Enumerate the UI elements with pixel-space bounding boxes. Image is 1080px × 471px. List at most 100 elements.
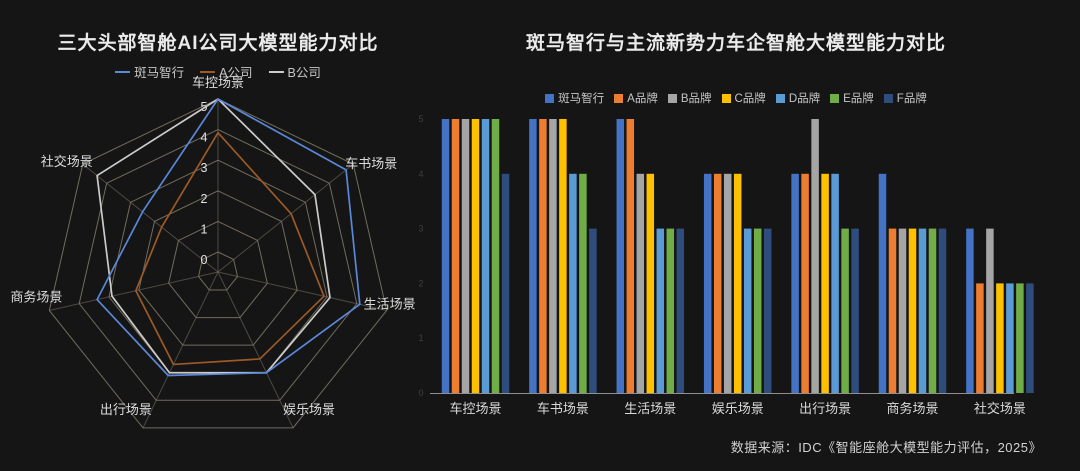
bar-F品牌-商务场景	[938, 228, 947, 393]
bar-斑马智行-商务场景	[878, 173, 887, 393]
radar-ring-label: 3	[201, 161, 208, 175]
legend-item: 斑马智行	[115, 62, 184, 81]
radar-ring	[48, 98, 388, 429]
legend-label: 斑马智行	[134, 66, 185, 80]
radar-axis-label: 车书场景	[345, 156, 397, 171]
radar-ring-label: 5	[201, 100, 208, 114]
bar-斑马智行-娱乐场景	[703, 173, 712, 393]
radar-ring-label: 0	[201, 253, 208, 267]
bar-D品牌-出行场景	[831, 173, 839, 393]
bar-F品牌-车书场景	[589, 228, 597, 393]
legend-label: A品牌	[627, 93, 658, 105]
legend-item: D品牌	[775, 90, 820, 106]
legend-label: F品牌	[896, 93, 927, 105]
legend-swatch	[115, 70, 131, 73]
bar-A品牌-商务场景	[888, 228, 897, 393]
bar-D品牌-车书场景	[569, 173, 577, 393]
bar-C品牌-生活场景	[646, 173, 655, 393]
radar-axis-label: 娱乐场景	[283, 402, 335, 417]
radar-axis-label: 出行场景	[100, 402, 152, 417]
y-tick-label: 2	[418, 278, 423, 288]
bar-category-label: 出行场景	[799, 401, 851, 416]
bar-D品牌-商务场景	[918, 228, 927, 393]
radar-chart-title: 三大头部智舱AI公司大模型能力对比	[57, 33, 379, 54]
bar-A品牌-车书场景	[539, 119, 547, 393]
radar-spoke	[217, 163, 354, 273]
y-tick-label: 0	[418, 388, 423, 398]
bar-E品牌-商务场景	[928, 228, 937, 393]
bar-B品牌-出行场景	[811, 119, 819, 393]
bar-B品牌-生活场景	[636, 173, 645, 393]
bar-category-label: 生活场景	[624, 401, 676, 416]
bar-B品牌-商务场景	[898, 228, 907, 393]
radar-spoke	[49, 271, 219, 311]
radar-ring	[168, 220, 268, 319]
legend-label: A公司	[219, 66, 253, 80]
radar-series-A公司	[135, 131, 325, 366]
bar-C品牌-商务场景	[908, 228, 917, 393]
bar-category-label: 车控场景	[449, 401, 501, 416]
bar-F品牌-生活场景	[676, 228, 685, 393]
y-tick-label: 1	[418, 333, 423, 343]
radar-spoke	[82, 163, 219, 273]
bar-B品牌-社交场景	[986, 228, 994, 393]
y-tick-label: 4	[418, 169, 423, 179]
radar-spoke	[217, 271, 387, 311]
radar-ring-label: 2	[201, 192, 208, 206]
radar-series-斑马智行	[96, 98, 361, 377]
radar-axis-label: 生活场景	[364, 296, 416, 311]
bar-B品牌-车控场景	[461, 119, 470, 393]
bar-F品牌-车控场景	[501, 173, 510, 393]
bar-D品牌-娱乐场景	[743, 228, 752, 393]
y-tick-label: 5	[418, 114, 423, 124]
bar-A品牌-生活场景	[626, 119, 635, 393]
legend-swatch	[614, 93, 624, 103]
bar-E品牌-生活场景	[666, 228, 675, 393]
legend-label: B公司	[287, 66, 321, 80]
bar-chart-title: 斑马智行与主流新势力车企智舱大模型能力对比	[525, 33, 946, 54]
bar-A品牌-娱乐场景	[713, 173, 722, 393]
bar-斑马智行-出行场景	[791, 173, 799, 393]
radar-axis-label: 商务场景	[10, 289, 62, 304]
bar-legend: 斑马智行 A品牌 B品牌 C品牌 D品牌 E品牌 F品牌	[430, 90, 1042, 106]
bar-E品牌-出行场景	[841, 228, 849, 393]
bar-C品牌-车书场景	[559, 119, 567, 393]
radar-series-B公司	[96, 98, 331, 374]
bar-斑马智行-生活场景	[616, 119, 625, 393]
bar-B品牌-娱乐场景	[723, 173, 732, 393]
legend-item: C品牌	[721, 90, 766, 106]
bar-B品牌-车书场景	[549, 119, 557, 393]
legend-swatch	[667, 93, 677, 103]
radar-ring	[138, 190, 298, 346]
bar-斑马智行-车控场景	[441, 119, 450, 393]
legend-swatch	[721, 93, 731, 103]
legend-swatch	[200, 70, 216, 73]
legend-label: E品牌	[843, 93, 874, 105]
legend-label: 斑马智行	[558, 93, 605, 105]
bar-E品牌-车书场景	[579, 173, 587, 393]
legend-item: 斑马智行	[545, 90, 604, 106]
radar-ring	[78, 129, 358, 401]
radar-ring	[108, 159, 328, 374]
data-source-note: 数据来源：IDC《智能座舱大模型能力评估，2025》	[730, 440, 1042, 455]
bar-D品牌-生活场景	[656, 228, 665, 393]
bar-F品牌-出行场景	[851, 228, 859, 393]
legend-item: B品牌	[667, 90, 712, 106]
legend-swatch	[830, 93, 840, 103]
bar-C品牌-娱乐场景	[733, 173, 742, 393]
bar-category-label: 娱乐场景	[712, 401, 764, 416]
bar-C品牌-出行场景	[821, 173, 829, 393]
legend-swatch	[883, 93, 893, 103]
radar-spoke	[217, 271, 294, 429]
legend-swatch	[268, 70, 284, 73]
legend-label: B品牌	[680, 93, 712, 105]
bar-C品牌-社交场景	[996, 283, 1004, 393]
bar-D品牌-社交场景	[1006, 283, 1014, 393]
legend-item: A品牌	[614, 90, 658, 106]
legend-item: E品牌	[830, 90, 874, 106]
bar-A品牌-出行场景	[801, 173, 809, 393]
legend-swatch	[775, 93, 785, 103]
legend-item: F品牌	[883, 90, 927, 106]
bar-E品牌-娱乐场景	[753, 228, 762, 393]
bar-A品牌-车控场景	[451, 119, 460, 393]
